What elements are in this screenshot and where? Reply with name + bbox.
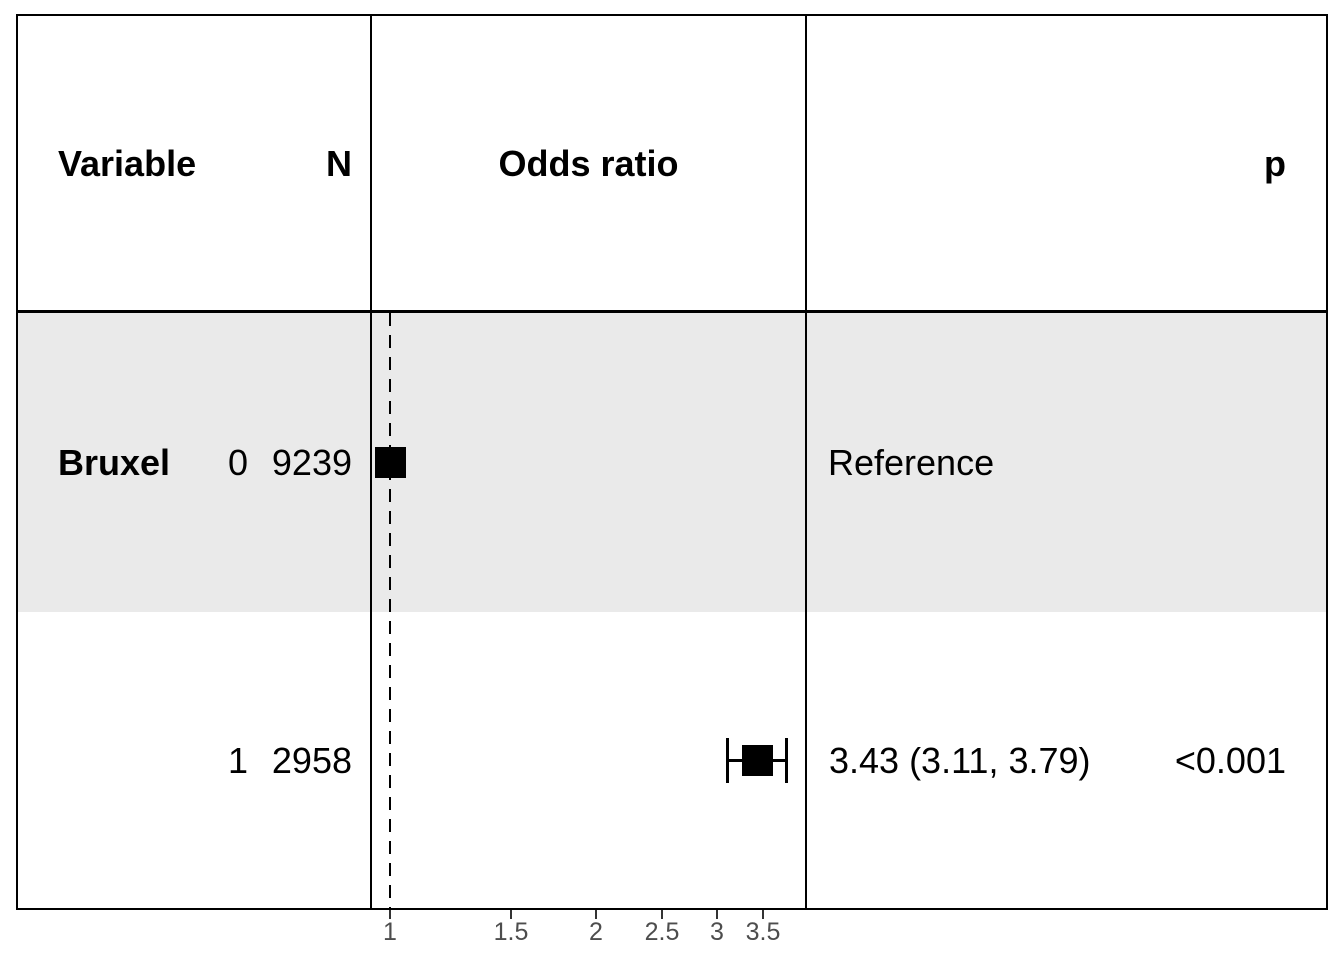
column-header-n: N (326, 143, 352, 184)
header-underline (16, 310, 1328, 313)
reference-dashed-line (389, 313, 391, 910)
row-n-value: 2958 (271, 740, 352, 781)
column-divider-left (370, 14, 372, 910)
column-header-odds-ratio: Odds ratio (498, 143, 679, 184)
point-estimate-marker (742, 745, 773, 776)
axis-tick (716, 910, 718, 919)
column-header-variable: Variable (58, 143, 197, 184)
row-level-label: 1 (227, 740, 248, 781)
row-estimate-label: 3.43 (3.11, 3.79) (829, 740, 1091, 781)
row-n-value: 9239 (271, 442, 352, 483)
row-band-background (18, 313, 1326, 612)
axis-tick-label: 3.5 (745, 918, 781, 946)
ci-whisker-left (726, 738, 729, 783)
axis-tick (389, 910, 391, 919)
column-header-p: p (1264, 143, 1286, 184)
axis-tick (595, 910, 597, 919)
table-frame (16, 14, 1328, 910)
row-variable-label: Bruxel (58, 442, 171, 483)
reference-point-marker (375, 447, 406, 478)
axis-tick-label: 3 (710, 918, 724, 946)
axis-tick (510, 910, 512, 919)
row-p-value: <0.001 (1174, 740, 1286, 781)
column-divider-right (805, 14, 807, 910)
axis-tick-label: 1 (383, 918, 397, 946)
ci-whisker-right (785, 738, 788, 783)
axis-tick-label: 2 (589, 918, 603, 946)
axis-tick (661, 910, 663, 919)
axis-tick-label: 2.5 (644, 918, 680, 946)
row-level-label: 0 (227, 442, 248, 483)
axis-tick (762, 910, 764, 919)
axis-tick-label: 1.5 (493, 918, 529, 946)
row-estimate-label: Reference (828, 442, 995, 483)
